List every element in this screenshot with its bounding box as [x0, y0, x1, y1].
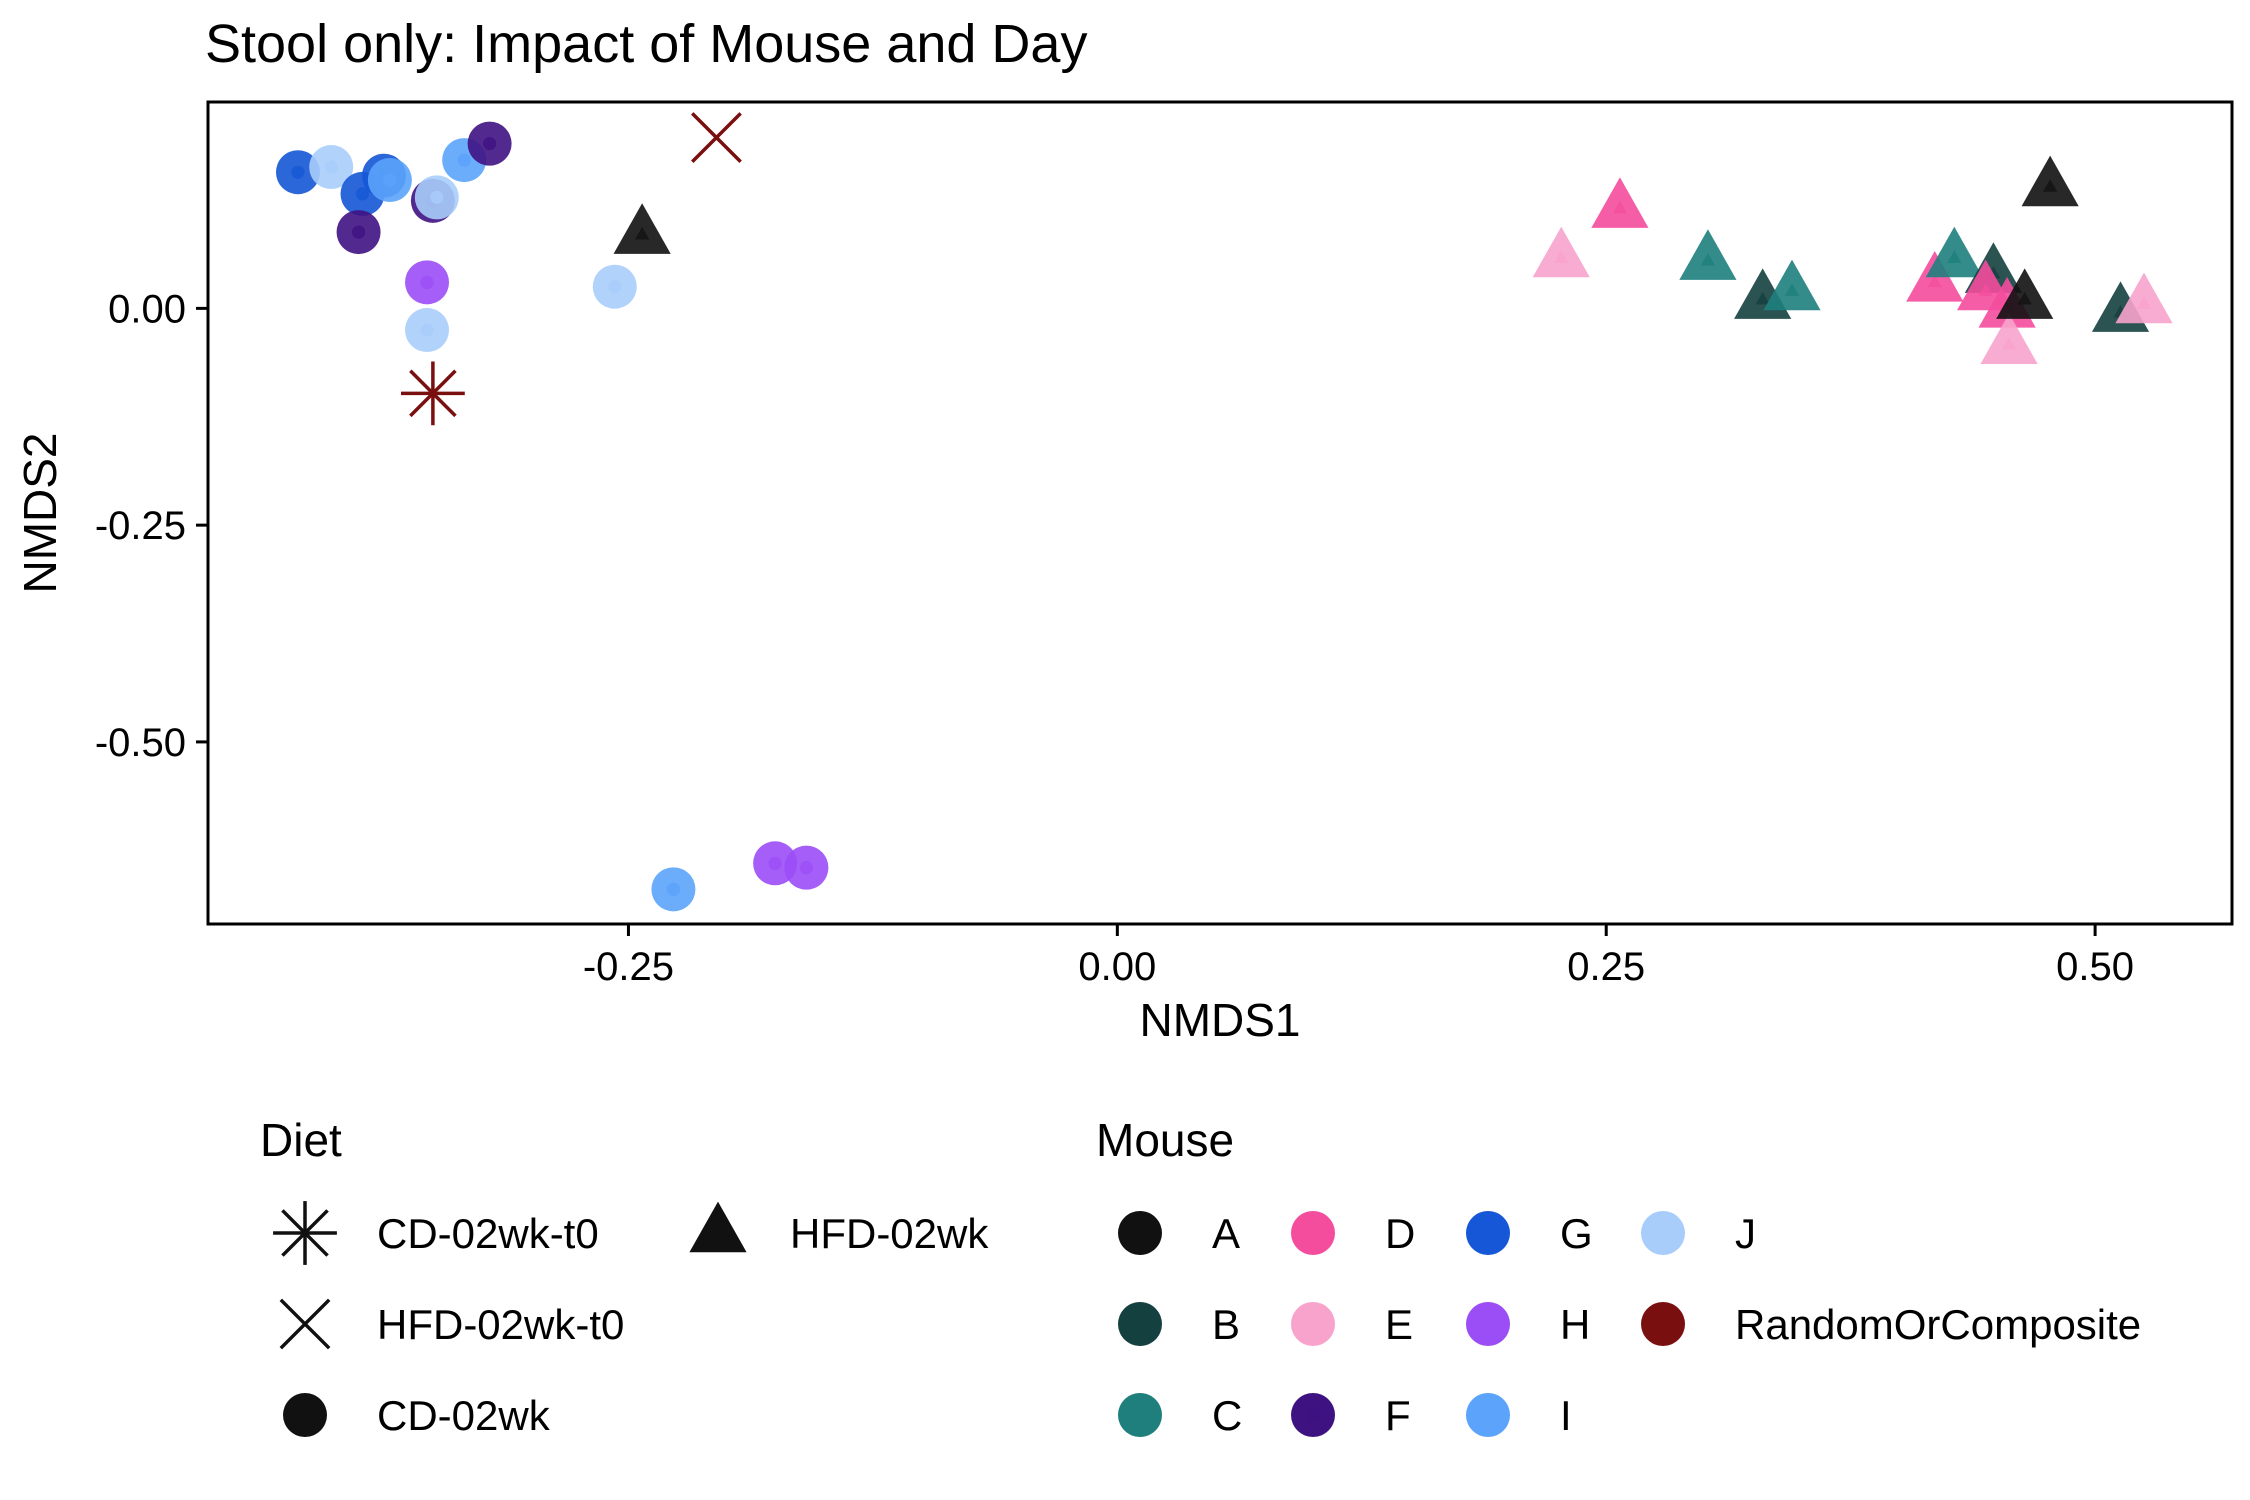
mouse-legend-key — [1291, 1302, 1335, 1346]
diet-legend-items: CD-02wk-t0 HFD-02wk-t0 CD-02wk HFD-02wk — [273, 1201, 989, 1439]
plot-area — [206, 100, 2234, 926]
diet-legend-label: HFD-02wk-t0 — [377, 1301, 624, 1348]
data-point — [1763, 259, 1821, 311]
data-point — [651, 867, 696, 912]
mouse-legend-key — [1291, 1211, 1335, 1255]
mouse-legend-item: G — [1466, 1210, 1593, 1257]
y-tick-label: 0.00 — [108, 287, 186, 331]
mouse-legend-key — [1641, 1302, 1685, 1346]
data-point — [309, 145, 354, 190]
data-point — [405, 260, 450, 305]
diet-legend-item: CD-02wk — [283, 1392, 551, 1439]
mouse-legend-items: ABC DEF GHI J RandomOrComposite — [1118, 1210, 2141, 1439]
mouse-legend-label: D — [1385, 1210, 1415, 1257]
y-tick-label: -0.50 — [95, 721, 186, 765]
data-point — [336, 210, 381, 255]
data-point — [400, 361, 465, 426]
mouse-legend-label: C — [1212, 1392, 1242, 1439]
mouse-legend-key — [1466, 1393, 1510, 1437]
x-tick-label: 0.25 — [1567, 945, 1645, 989]
mouse-legend-key — [1466, 1302, 1510, 1346]
diet-legend-label: CD-02wk — [377, 1392, 551, 1439]
data-point — [1996, 268, 2054, 319]
diet-legend-item: CD-02wk-t0 — [273, 1201, 599, 1265]
data-point — [467, 121, 512, 166]
diet-legend-title: Diet — [260, 1114, 342, 1166]
data-point — [592, 264, 637, 309]
mouse-legend-item: C — [1118, 1392, 1242, 1439]
mouse-legend-item: B — [1118, 1301, 1240, 1348]
diet-legend-label: HFD-02wk — [790, 1210, 989, 1257]
mouse-legend-label: I — [1560, 1392, 1572, 1439]
mouse-legend-label: H — [1560, 1301, 1590, 1348]
mouse-legend-key — [1291, 1393, 1335, 1437]
diet-legend-key — [279, 1298, 331, 1350]
y-axis-title: NMDS2 — [14, 432, 66, 593]
data-point — [691, 112, 742, 163]
mouse-legend-item: D — [1291, 1210, 1415, 1257]
mouse-legend: Mouse ABC DEF GHI J RandomOrComposite — [1096, 1114, 2141, 1439]
mouse-legend-label: J — [1735, 1210, 1756, 1257]
mouse-legend-item: I — [1466, 1392, 1572, 1439]
data-point — [2021, 155, 2079, 207]
mouse-legend-label: RandomOrComposite — [1735, 1301, 2141, 1348]
diet-legend-key — [273, 1201, 337, 1265]
mouse-legend-item: RandomOrComposite — [1641, 1301, 2141, 1348]
x-tick-label: 0.00 — [1078, 945, 1156, 989]
data-point — [784, 845, 829, 890]
data-point — [1925, 226, 1983, 278]
x-tick-label: -0.25 — [583, 945, 674, 989]
data-point — [1980, 313, 2038, 365]
data-point — [275, 150, 320, 195]
mouse-legend-label: G — [1560, 1210, 1593, 1257]
diet-legend-label: CD-02wk-t0 — [377, 1210, 599, 1257]
mouse-legend-key — [1466, 1211, 1510, 1255]
points-layer — [275, 112, 2173, 912]
diet-legend-key — [283, 1393, 327, 1437]
diet-legend-item: HFD-02wk-t0 — [279, 1298, 624, 1350]
data-point — [1591, 177, 1649, 228]
x-axis: -0.25 0.00 0.25 0.50 — [583, 924, 2134, 989]
data-point — [405, 308, 450, 353]
mouse-legend-item: A — [1118, 1210, 1240, 1257]
plot-panel — [206, 100, 2234, 926]
diet-legend-item: HFD-02wk — [689, 1201, 989, 1257]
mouse-legend-label: E — [1385, 1301, 1413, 1348]
mouse-legend-label: B — [1212, 1301, 1240, 1348]
diet-legend: Diet CD-02wk-t0 HFD-02wk-t0 CD-02wk HFD-02w… — [260, 1114, 989, 1439]
data-point — [1679, 229, 1737, 280]
y-axis: 0.00 -0.25 -0.50 — [95, 287, 208, 765]
mouse-legend-key — [1641, 1211, 1685, 1255]
x-axis-title: NMDS1 — [1139, 994, 1300, 1046]
mouse-legend-key — [1118, 1393, 1162, 1437]
diet-legend-key — [689, 1201, 747, 1253]
mouse-legend-item: E — [1291, 1301, 1413, 1348]
mouse-legend-item: F — [1291, 1392, 1411, 1439]
data-point — [1532, 226, 1590, 278]
x-tick-label: 0.50 — [2056, 945, 2134, 989]
data-point — [2115, 272, 2173, 324]
mouse-legend-key — [1118, 1211, 1162, 1255]
mouse-legend-key — [1118, 1302, 1162, 1346]
mouse-legend-item: J — [1641, 1210, 1756, 1257]
mouse-legend-title: Mouse — [1096, 1114, 1234, 1166]
chart-title: Stool only: Impact of Mouse and Day — [205, 14, 1087, 74]
data-point — [414, 175, 459, 220]
mouse-legend-item: H — [1466, 1301, 1590, 1348]
data-point — [367, 158, 412, 203]
y-tick-label: -0.25 — [95, 504, 186, 548]
mouse-legend-label: F — [1385, 1392, 1411, 1439]
mouse-legend-label: A — [1212, 1210, 1240, 1257]
data-point — [613, 203, 671, 254]
